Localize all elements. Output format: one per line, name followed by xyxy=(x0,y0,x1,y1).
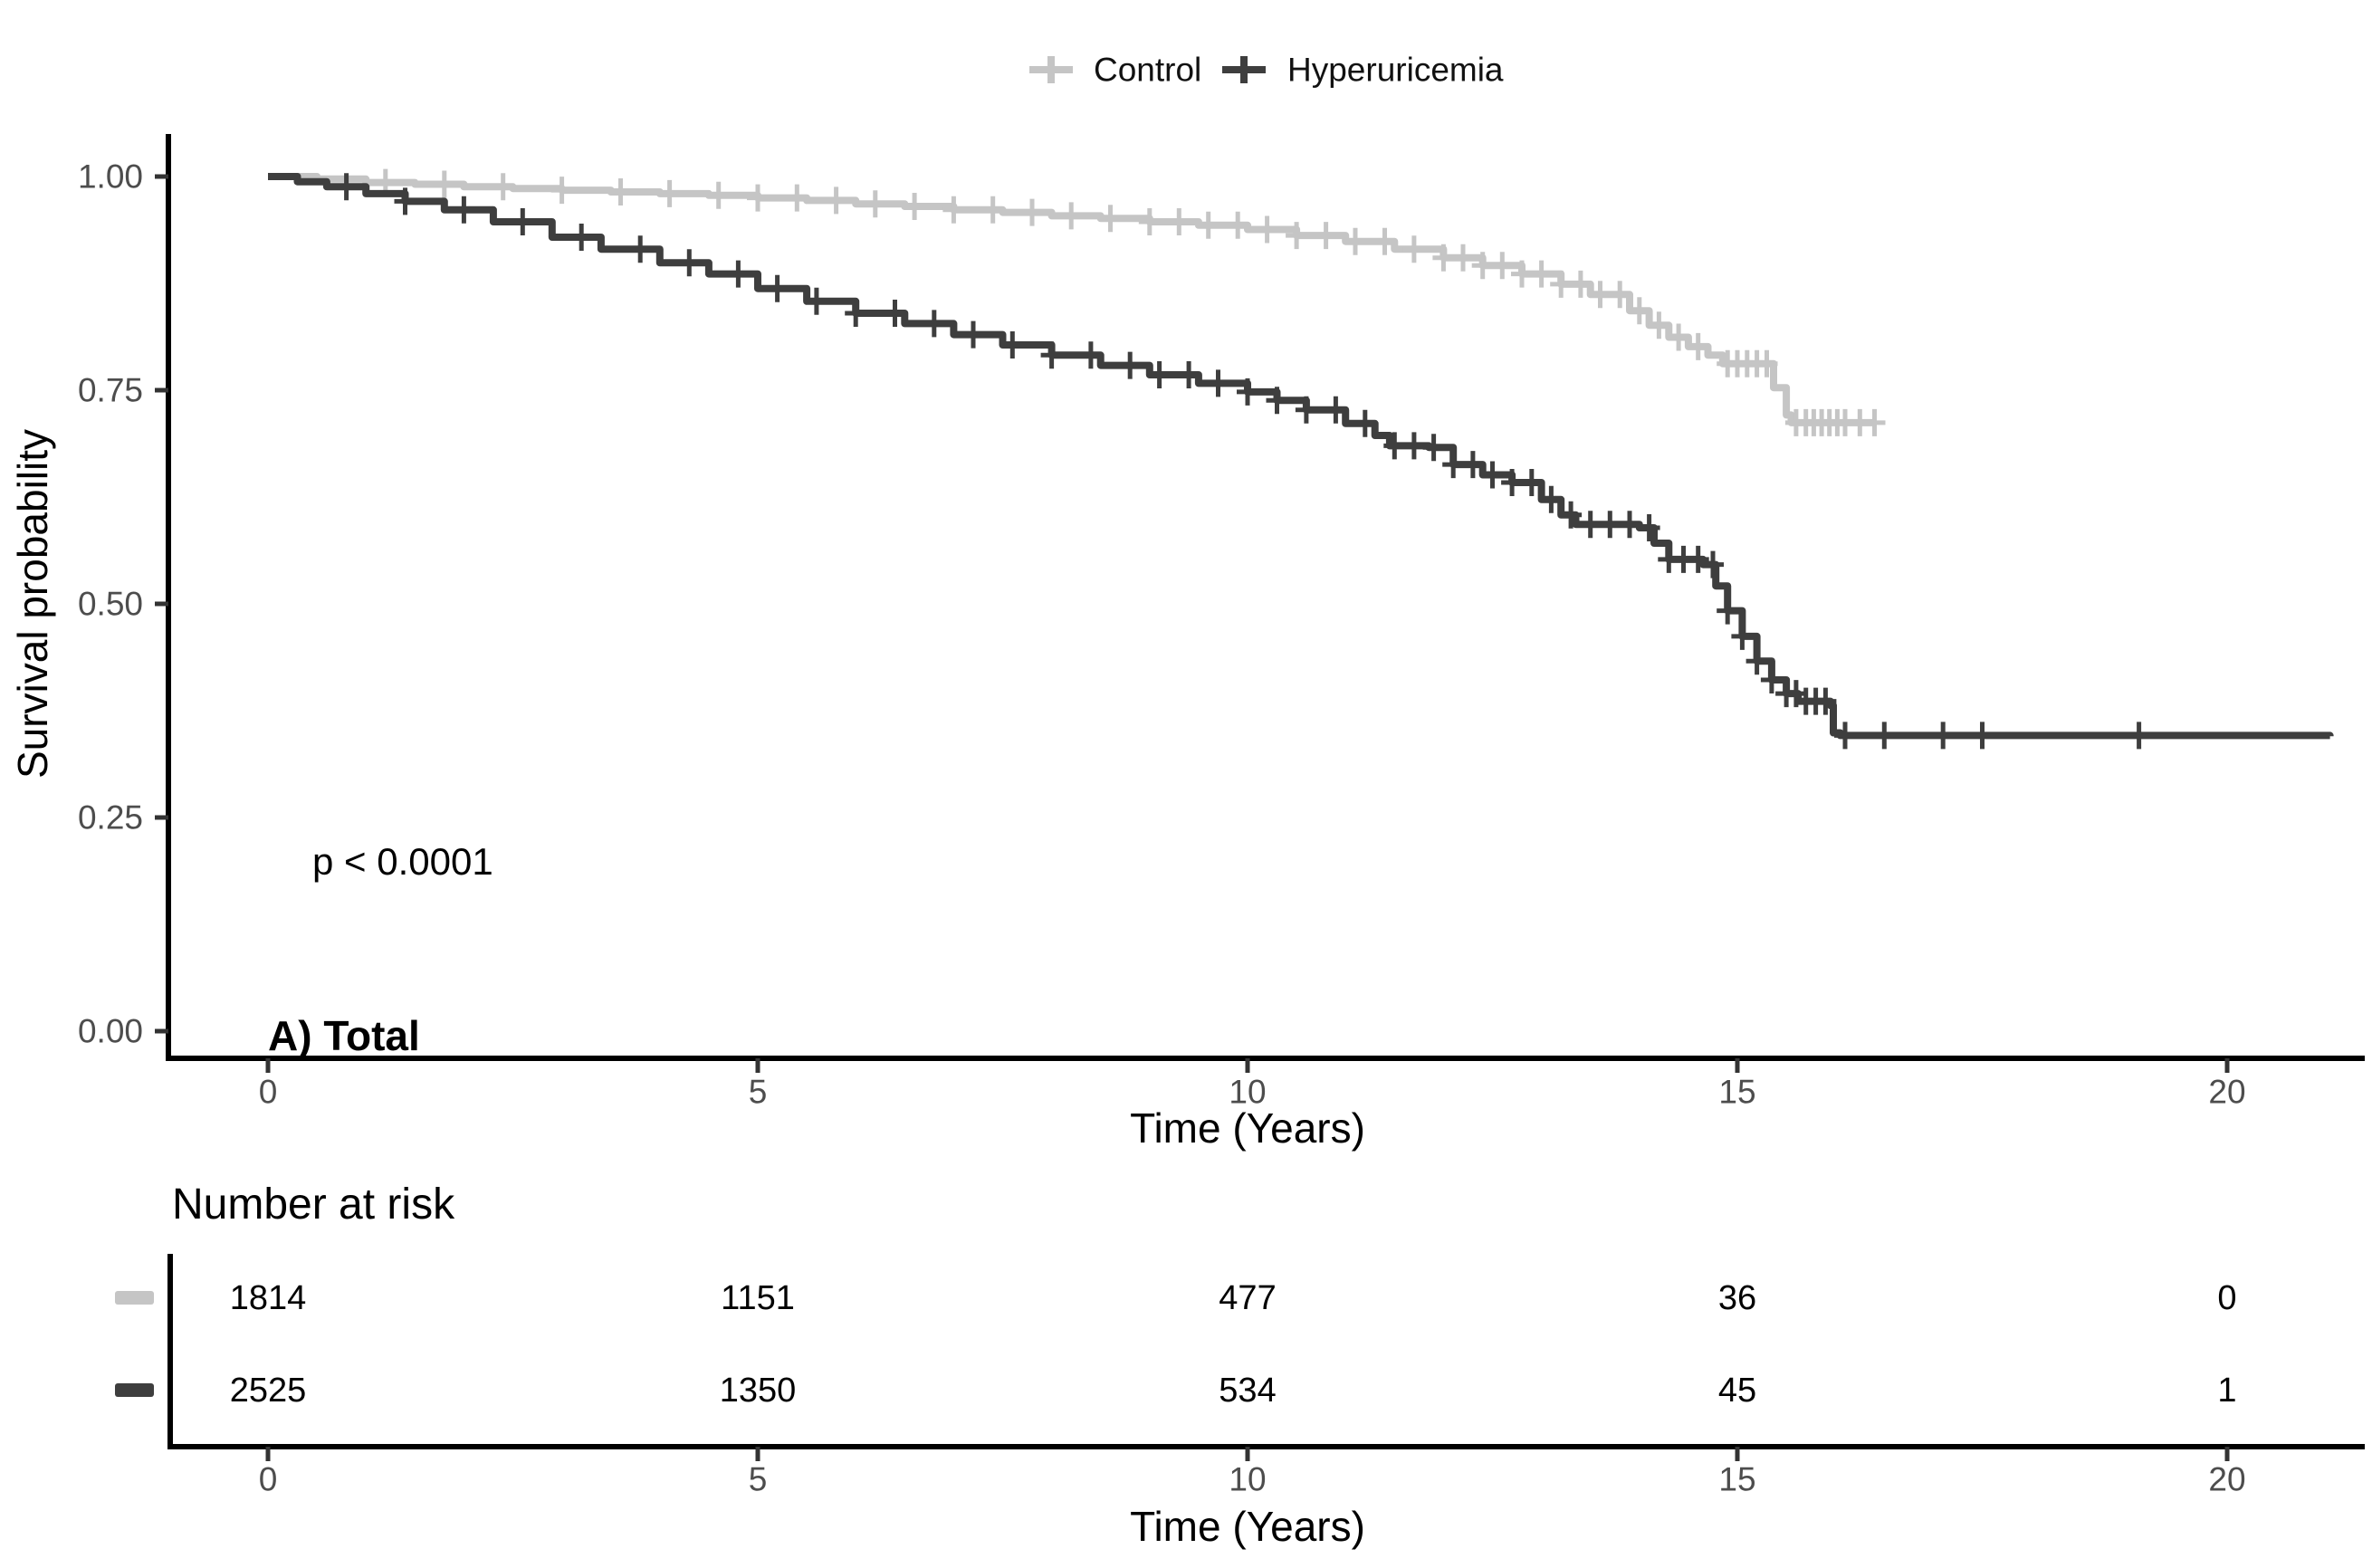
x-tick-label: 10 xyxy=(1229,1074,1266,1111)
risk-row-marker-dash-icon xyxy=(115,1383,154,1397)
risk-row-hyperuricemia: 2525 1350 534 45 1 xyxy=(115,1372,2237,1410)
risk-x-tick-label: 10 xyxy=(1229,1461,1266,1498)
risk-row-control: 1814 1151 477 36 0 xyxy=(115,1279,2237,1317)
x-tick-label: 5 xyxy=(749,1074,768,1111)
hyperuricemia-legend-plus-icon xyxy=(1222,56,1266,83)
y-axis-title: Survival probability xyxy=(9,429,56,779)
y-tick-label: 0.75 xyxy=(78,372,143,409)
risk-count: 534 xyxy=(1219,1372,1276,1410)
risk-table-rows: 1814 1151 477 36 0 2525 1350 534 45 1 xyxy=(115,1279,2237,1410)
risk-count: 477 xyxy=(1219,1279,1276,1317)
y-tick-label: 0.00 xyxy=(78,1013,143,1050)
y-tick-label: 0.25 xyxy=(78,799,143,837)
main-plot-axes: 1.00 0.75 0.50 0.25 0.00 0 5 10 15 20 xyxy=(78,134,2365,1111)
risk-x-tick-label: 20 xyxy=(2208,1461,2245,1498)
y-tick-label: 0.50 xyxy=(78,586,143,623)
x-axis-title: Time (Years) xyxy=(1130,1104,1365,1152)
survival-curve-hyperuricemia xyxy=(268,173,2334,740)
legend-label-hyperuricemia: Hyperuricemia xyxy=(1287,52,1504,89)
risk-count: 2525 xyxy=(230,1372,307,1410)
risk-x-axis-title: Time (Years) xyxy=(1130,1503,1365,1550)
survival-curves xyxy=(268,168,2334,750)
risk-table-axes: 0 5 10 15 20 xyxy=(167,1254,2365,1498)
risk-x-tick-label: 0 xyxy=(259,1461,278,1498)
x-tick-label: 20 xyxy=(2208,1074,2245,1111)
legend-label-control: Control xyxy=(1094,52,1201,89)
risk-count: 45 xyxy=(1718,1372,1756,1410)
x-tick-label: 15 xyxy=(1718,1074,1755,1111)
censor-plus-icon-control xyxy=(374,168,1886,436)
risk-count: 1 xyxy=(2217,1372,2236,1410)
risk-x-tick-label: 5 xyxy=(749,1461,768,1498)
control-legend-plus-icon xyxy=(1029,56,1073,83)
risk-count: 0 xyxy=(2217,1279,2236,1317)
y-axis-ticks: 1.00 0.75 0.50 0.25 0.00 xyxy=(78,158,168,1050)
risk-x-tick-label: 15 xyxy=(1718,1461,1755,1498)
x-tick-label: 0 xyxy=(259,1074,278,1111)
y-tick-label: 1.00 xyxy=(78,158,143,196)
risk-count: 1151 xyxy=(721,1279,795,1317)
x-axis-ticks: 0 5 10 15 20 xyxy=(259,1058,2246,1111)
risk-count: 1350 xyxy=(720,1372,797,1410)
censor-plus-icon-hyperuricemia xyxy=(335,173,2150,750)
risk-count: 1814 xyxy=(230,1279,307,1317)
risk-row-marker-dash-icon xyxy=(115,1291,154,1305)
risk-axis-ticks: 0 5 10 15 20 xyxy=(259,1447,2246,1498)
risk-count: 36 xyxy=(1718,1279,1756,1317)
panel-label: A) Total xyxy=(268,1012,420,1059)
p-value-annotation: p < 0.0001 xyxy=(312,840,493,883)
legend: Control Hyperuricemia xyxy=(1029,52,1504,89)
risk-table-title: Number at risk xyxy=(172,1181,455,1229)
